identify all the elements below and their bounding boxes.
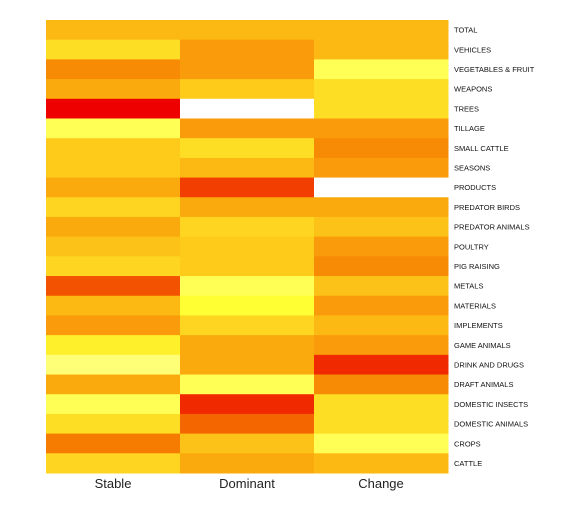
cell-trees-dominant — [180, 98, 315, 119]
cell-game-animals-stable — [46, 335, 181, 356]
row-label-pig-raising: PIG RAISING — [454, 262, 500, 271]
cell-trees-change — [314, 98, 449, 119]
cell-predator-birds-change — [314, 197, 449, 218]
row-label-game-animals: GAME ANIMALS — [454, 341, 511, 350]
cell-small-cattle-change — [314, 138, 449, 159]
cell-game-animals-dominant — [180, 335, 315, 356]
cell-game-animals-change — [314, 335, 449, 356]
row-label-metals: METALS — [454, 282, 483, 291]
cell-drink-and-drugs-change — [314, 354, 449, 376]
cell-total-stable — [46, 20, 181, 41]
heatmap-cells — [46, 20, 449, 474]
cell-implements-change — [314, 315, 449, 336]
cell-total-change — [314, 20, 449, 41]
cell-weapons-dominant — [180, 79, 315, 100]
cell-domestic-insects-change — [314, 394, 449, 415]
cell-cattle-dominant — [180, 453, 315, 474]
cell-seasons-change — [314, 157, 449, 179]
cell-drink-and-drugs-dominant — [180, 354, 315, 376]
row-label-predator-birds: PREDATOR BIRDS — [454, 203, 520, 212]
row-label-drink-and-drugs: DRINK AND DRUGS — [454, 360, 524, 369]
cell-materials-stable — [46, 295, 181, 316]
cell-seasons-stable — [46, 157, 181, 179]
cell-products-stable — [46, 177, 181, 198]
cell-trees-stable — [46, 98, 181, 119]
row-label-vehicles: VEHICLES — [454, 45, 491, 54]
col-label-dominant: Dominant — [219, 476, 275, 491]
cell-crops-stable — [46, 433, 181, 454]
col-label-stable: Stable — [95, 476, 132, 491]
cell-domestic-animals-dominant — [180, 413, 315, 435]
cell-tillage-dominant — [180, 118, 315, 139]
cell-poultry-stable — [46, 236, 181, 257]
cell-domestic-animals-change — [314, 413, 449, 435]
col-label-change: Change — [358, 476, 404, 491]
cell-cattle-stable — [46, 453, 181, 474]
cell-implements-stable — [46, 315, 181, 336]
cell-predator-animals-dominant — [180, 216, 315, 238]
cell-draft-animals-change — [314, 374, 449, 395]
cell-weapons-change — [314, 79, 449, 100]
cell-vegetables-fruit-stable — [46, 59, 181, 80]
row-label-crops: CROPS — [454, 439, 481, 448]
cell-domestic-insects-stable — [46, 394, 181, 415]
row-label-predator-animals: PREDATOR ANIMALS — [454, 223, 530, 232]
cell-tillage-change — [314, 118, 449, 139]
cell-pig-raising-change — [314, 256, 449, 277]
cell-materials-dominant — [180, 295, 315, 316]
cell-weapons-stable — [46, 79, 181, 100]
row-label-domestic-animals: DOMESTIC ANIMALS — [454, 420, 528, 429]
cell-cattle-change — [314, 453, 449, 474]
cell-small-cattle-stable — [46, 138, 181, 159]
row-label-total: TOTAL — [454, 26, 477, 35]
cell-domestic-insects-dominant — [180, 394, 315, 415]
cell-total-dominant — [180, 20, 315, 41]
cell-domestic-animals-stable — [46, 413, 181, 435]
row-label-draft-animals: DRAFT ANIMALS — [454, 380, 513, 389]
cell-tillage-stable — [46, 118, 181, 139]
row-label-cattle: CATTLE — [454, 459, 482, 468]
row-label-domestic-insects: DOMESTIC INSECTS — [454, 400, 528, 409]
row-label-products: PRODUCTS — [454, 183, 496, 192]
cell-poultry-change — [314, 236, 449, 257]
row-label-materials: MATERIALS — [454, 301, 496, 310]
cell-products-change — [314, 177, 449, 198]
cell-metals-dominant — [180, 276, 315, 297]
cell-vegetables-fruit-dominant — [180, 59, 315, 80]
cell-predator-animals-stable — [46, 216, 181, 238]
row-label-weapons: WEAPONS — [454, 85, 492, 94]
cell-predator-birds-dominant — [180, 197, 315, 218]
row-label-trees: TREES — [454, 104, 479, 113]
cell-seasons-dominant — [180, 157, 315, 179]
cell-products-dominant — [180, 177, 315, 198]
cell-materials-change — [314, 295, 449, 316]
row-label-vegetables-fruit: VEGETABLES & FRUIT — [454, 65, 535, 74]
cell-metals-change — [314, 276, 449, 297]
cell-draft-animals-dominant — [180, 374, 315, 395]
cell-small-cattle-dominant — [180, 138, 315, 159]
cell-draft-animals-stable — [46, 374, 181, 395]
row-label-seasons: SEASONS — [454, 164, 490, 173]
cell-metals-stable — [46, 276, 181, 297]
cell-drink-and-drugs-stable — [46, 354, 181, 376]
column-labels: Stable Dominant Change — [95, 476, 404, 491]
cell-vehicles-change — [314, 39, 449, 60]
cell-vehicles-dominant — [180, 39, 315, 60]
cell-predator-birds-stable — [46, 197, 181, 218]
row-label-tillage: TILLAGE — [454, 124, 485, 133]
row-labels: TOTAL VEHICLES VEGETABLES & FRUIT WEAPONS TR… — [454, 26, 535, 468]
row-label-small-cattle: SMALL CATTLE — [454, 144, 509, 153]
cell-crops-change — [314, 433, 449, 454]
row-label-implements: IMPLEMENTS — [454, 321, 503, 330]
cell-predator-animals-change — [314, 216, 449, 238]
cell-poultry-dominant — [180, 236, 315, 257]
cell-implements-dominant — [180, 315, 315, 336]
cell-vegetables-fruit-change — [314, 59, 449, 80]
cell-vehicles-stable — [46, 39, 181, 60]
cell-pig-raising-stable — [46, 256, 181, 277]
row-label-poultry: POULTRY — [454, 242, 489, 251]
cell-pig-raising-dominant — [180, 256, 315, 277]
cell-crops-dominant — [180, 433, 315, 454]
